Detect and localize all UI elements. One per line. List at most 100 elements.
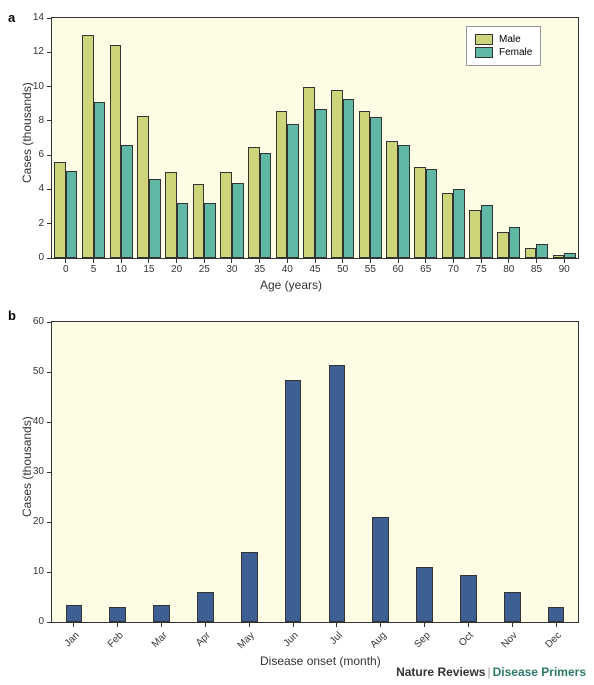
xtick-label: 60: [386, 264, 410, 275]
bar: [509, 227, 521, 258]
xtick-line: [380, 622, 381, 627]
ytick-line: [47, 189, 52, 190]
bar: [285, 380, 302, 623]
xtick-label: 20: [165, 264, 189, 275]
xtick-line: [161, 622, 162, 627]
attribution: Nature Reviews|Disease Primers: [396, 665, 586, 679]
ytick-line: [47, 372, 52, 373]
ytick-line: [47, 472, 52, 473]
bar: [442, 193, 454, 258]
xtick-line: [73, 622, 74, 627]
xtick-label: 40: [275, 264, 299, 275]
xtick-label: 55: [358, 264, 382, 275]
xtick-label: 15: [137, 264, 161, 275]
ytick-label: 0: [4, 252, 44, 263]
xtick-label: 5: [82, 264, 106, 275]
bar: [177, 203, 189, 258]
xtick-line: [121, 258, 122, 263]
xtick-line: [453, 258, 454, 263]
bar: [54, 162, 66, 258]
xtick-label: Feb: [89, 630, 125, 666]
bar: [165, 172, 177, 258]
bar: [248, 147, 260, 258]
xtick-label: 75: [469, 264, 493, 275]
bar: [204, 203, 216, 258]
xtick-label: Nov: [484, 630, 520, 666]
bar: [232, 183, 244, 258]
bar: [315, 109, 327, 258]
bar: [548, 607, 565, 622]
xtick-line: [205, 622, 206, 627]
xtick-line: [425, 258, 426, 263]
xtick-label: 35: [248, 264, 272, 275]
bar: [525, 248, 537, 258]
ytick-label: 0: [4, 616, 44, 627]
bar: [386, 141, 398, 258]
attribution-sep: |: [487, 665, 490, 679]
xtick-line: [556, 622, 557, 627]
xtick-label: 65: [414, 264, 438, 275]
bar: [94, 102, 106, 258]
xtick-line: [508, 258, 509, 263]
xtick-label: Sep: [396, 630, 432, 666]
panel-a-legend: Male Female: [466, 26, 541, 66]
legend-row: Female: [475, 47, 532, 58]
bar: [414, 167, 426, 258]
ytick-line: [47, 223, 52, 224]
xtick-line: [315, 258, 316, 263]
ytick-label: 14: [4, 12, 44, 23]
bar: [497, 232, 509, 258]
legend-row: Male: [475, 34, 532, 45]
panel-b-plot: 0102030405060JanFebMarAprMayJunJulAugSep…: [52, 322, 578, 622]
xtick-label: Dec: [528, 630, 564, 666]
ytick-label: 50: [4, 366, 44, 377]
bar: [481, 205, 493, 258]
xtick-line: [512, 622, 513, 627]
xtick-label: 70: [441, 264, 465, 275]
xtick-label: Mar: [133, 630, 169, 666]
xtick-label: 50: [331, 264, 355, 275]
bar: [193, 184, 205, 258]
xtick-line: [93, 258, 94, 263]
ytick-line: [47, 622, 52, 623]
ytick-line: [47, 155, 52, 156]
xtick-label: 45: [303, 264, 327, 275]
xtick-label: Oct: [440, 630, 476, 666]
bar: [220, 172, 232, 258]
ytick-line: [47, 86, 52, 87]
xtick-label: 85: [524, 264, 548, 275]
panel-a-ylabel: Cases (thousands): [20, 82, 34, 183]
bar: [453, 189, 465, 258]
legend-swatch: [475, 47, 493, 58]
attribution-right: Disease Primers: [493, 665, 586, 679]
bar: [426, 169, 438, 258]
bar: [553, 255, 565, 258]
xtick-line: [370, 258, 371, 263]
bar: [331, 90, 343, 258]
legend-swatch: [475, 34, 493, 45]
ytick-line: [47, 258, 52, 259]
bar: [149, 179, 161, 258]
ytick-line: [47, 322, 52, 323]
ytick-line: [47, 18, 52, 19]
xtick-line: [293, 622, 294, 627]
xtick-line: [231, 258, 232, 263]
bar: [137, 116, 149, 258]
bar: [303, 87, 315, 258]
ytick-line: [47, 120, 52, 121]
ytick-line: [47, 52, 52, 53]
ytick-line: [47, 422, 52, 423]
panel-a-xlabel: Age (years): [260, 278, 322, 292]
xtick-line: [468, 622, 469, 627]
ytick-label: 20: [4, 516, 44, 527]
xtick-line: [249, 622, 250, 627]
bar: [370, 117, 382, 258]
bar: [287, 124, 299, 258]
xtick-line: [117, 622, 118, 627]
xtick-line: [259, 258, 260, 263]
bar: [121, 145, 133, 258]
xtick-line: [148, 258, 149, 263]
ytick-label: 10: [4, 566, 44, 577]
bar: [398, 145, 410, 258]
xtick-line: [536, 258, 537, 263]
